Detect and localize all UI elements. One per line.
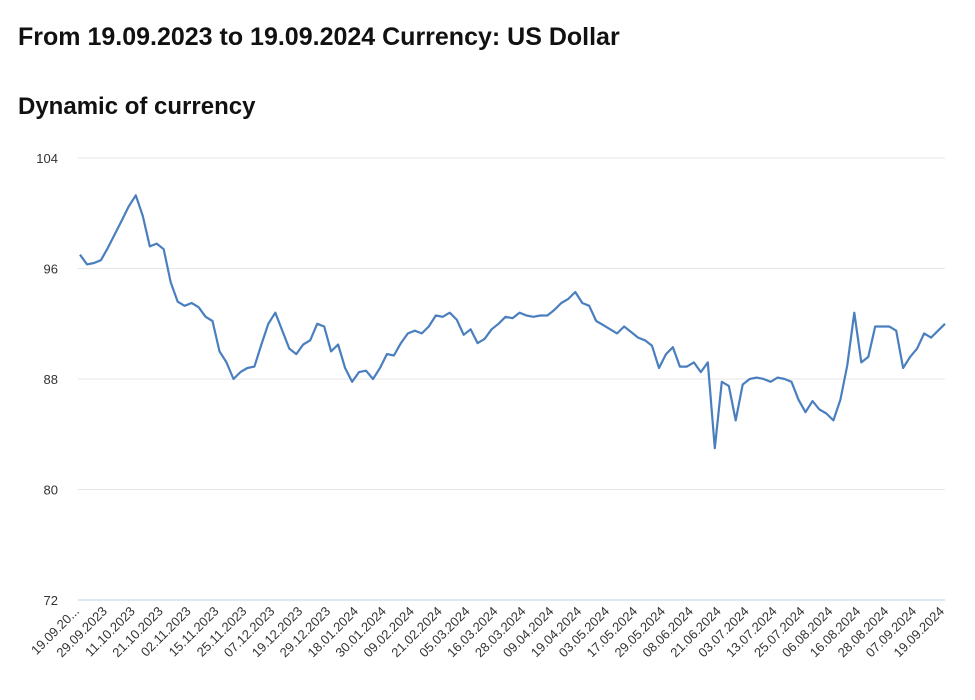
y-tick-label: 104	[36, 151, 58, 166]
y-tick-label: 88	[44, 372, 58, 387]
y-tick-label: 96	[44, 262, 58, 277]
y-tick-label: 72	[44, 593, 58, 608]
line-series	[79, 194, 946, 450]
chart-title: From 19.09.2023 to 19.09.2024 Currency: …	[18, 23, 620, 51]
chart-subtitle: Dynamic of currency	[18, 93, 256, 120]
y-tick-label: 80	[44, 483, 58, 498]
